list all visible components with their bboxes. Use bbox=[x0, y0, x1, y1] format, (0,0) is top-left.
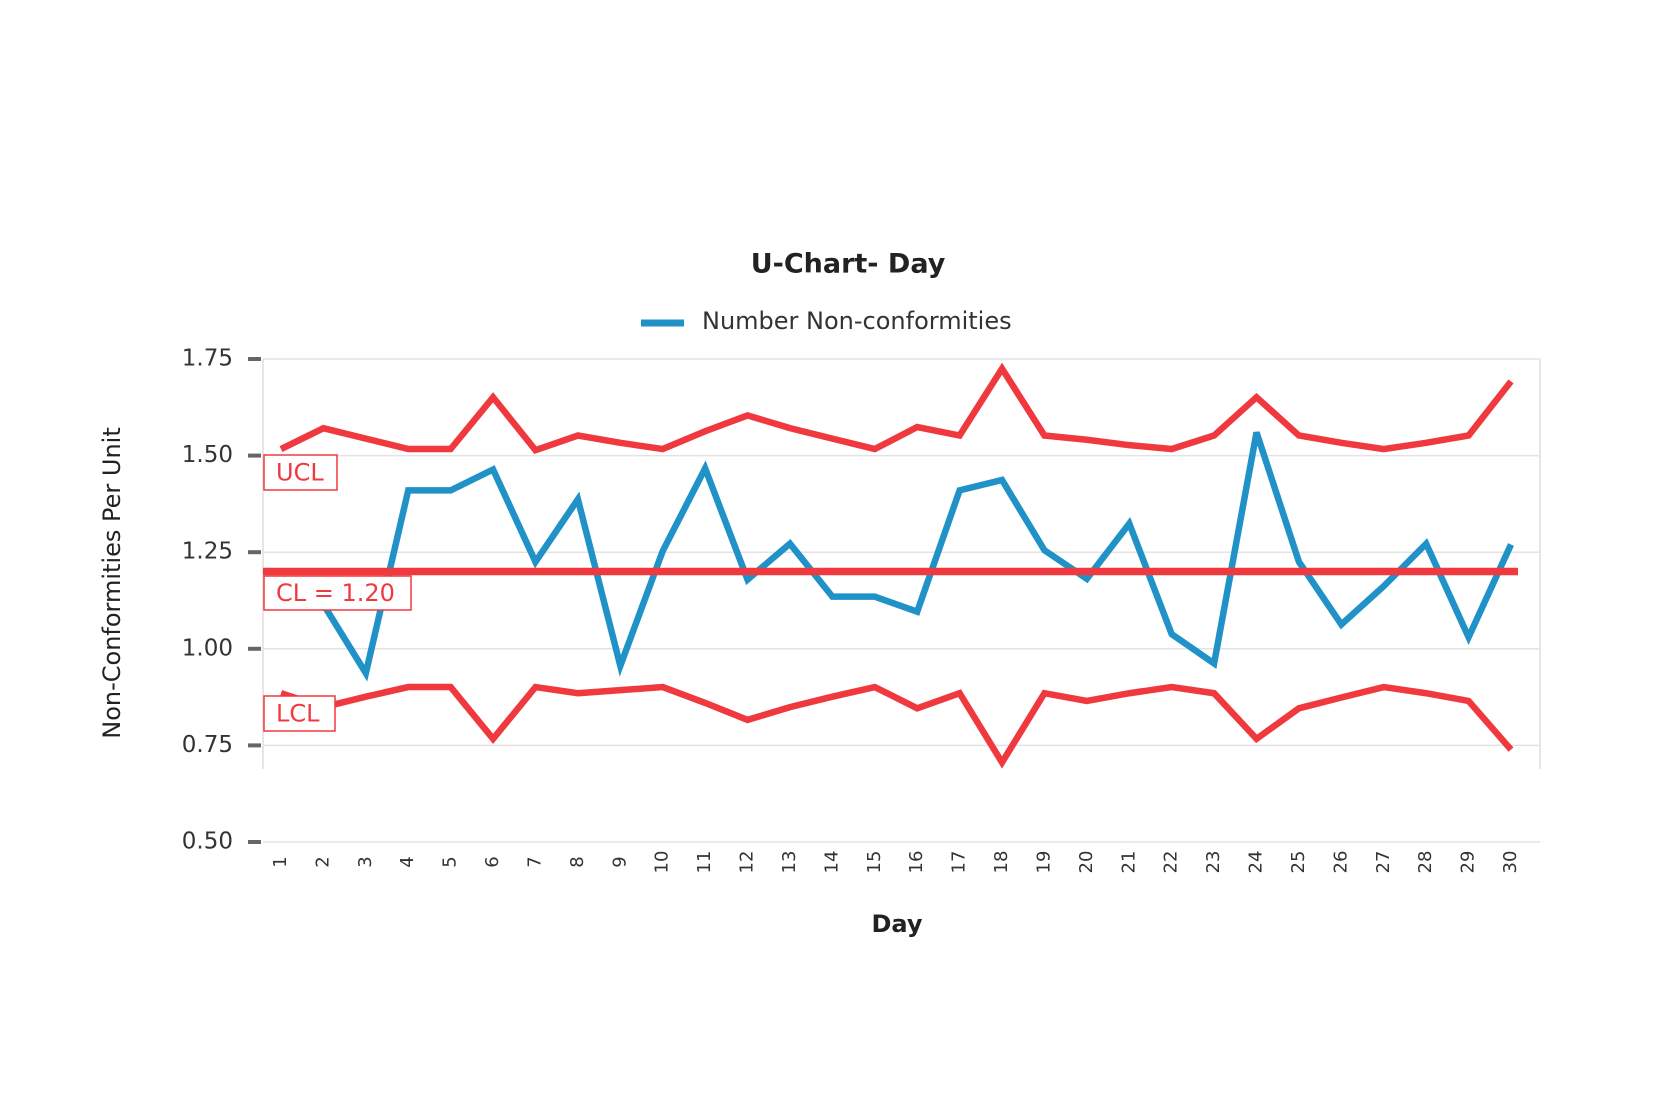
y-axis-title: Non-Conformities Per Unit bbox=[98, 427, 126, 739]
x-tick-label: 17 bbox=[949, 851, 970, 874]
x-tick-label: 9 bbox=[609, 856, 630, 867]
x-tick-label: 2 bbox=[312, 856, 333, 867]
x-tick-label: 24 bbox=[1246, 851, 1267, 874]
lcl-label: LCL bbox=[276, 700, 320, 728]
y-tick-label: 1.25 bbox=[182, 539, 233, 565]
x-tick-label: 5 bbox=[440, 856, 461, 867]
x-tick-label: 1 bbox=[270, 856, 291, 867]
y-tick-label: 1.75 bbox=[182, 346, 233, 372]
ucl-label: UCL bbox=[276, 459, 324, 487]
x-tick-label: 26 bbox=[1330, 851, 1351, 874]
x-tick-label: 29 bbox=[1458, 851, 1479, 874]
cl-label: CL = 1.20 bbox=[276, 579, 395, 607]
x-tick-label: 27 bbox=[1373, 851, 1394, 874]
lcl-box bbox=[263, 695, 336, 732]
y-tick-label: 1.50 bbox=[182, 442, 233, 468]
x-tick-label: 25 bbox=[1288, 851, 1309, 874]
x-axis-title: Day bbox=[871, 910, 922, 938]
x-tick-label: 19 bbox=[1033, 851, 1054, 874]
y-tick-label: 0.75 bbox=[182, 732, 233, 758]
x-tick-label: 13 bbox=[779, 851, 800, 874]
x-tick-label: 12 bbox=[737, 851, 758, 874]
x-tick-label: 3 bbox=[355, 856, 376, 867]
x-tick-label: 21 bbox=[1118, 851, 1139, 874]
legend-label: Number Non-conformities bbox=[702, 307, 1012, 335]
cl-box bbox=[263, 575, 412, 611]
x-tick-label: 6 bbox=[482, 856, 503, 867]
x-tick-label: 8 bbox=[567, 856, 588, 867]
x-tick-label: 10 bbox=[652, 851, 673, 874]
ucl-box bbox=[263, 454, 338, 491]
x-tick-label: 28 bbox=[1415, 851, 1436, 874]
x-tick-label: 14 bbox=[821, 851, 842, 874]
x-tick-label: 7 bbox=[524, 856, 545, 867]
x-tick-label: 23 bbox=[1203, 851, 1224, 874]
y-tick-label: 0.50 bbox=[182, 829, 233, 855]
chart-title: U-Chart- Day bbox=[751, 249, 946, 280]
x-tick-label: 4 bbox=[397, 856, 418, 867]
x-tick-label: 15 bbox=[864, 851, 885, 874]
x-tick-label: 22 bbox=[1161, 851, 1182, 874]
x-tick-label: 18 bbox=[991, 851, 1012, 874]
x-tick-label: 30 bbox=[1500, 851, 1521, 874]
y-tick-label: 1.00 bbox=[182, 635, 233, 661]
x-tick-label: 20 bbox=[1076, 851, 1097, 874]
x-tick-label: 11 bbox=[694, 851, 715, 874]
x-tick-label: 16 bbox=[906, 851, 927, 874]
lcl-line bbox=[279, 683, 1514, 769]
ucl-line bbox=[279, 362, 1514, 455]
